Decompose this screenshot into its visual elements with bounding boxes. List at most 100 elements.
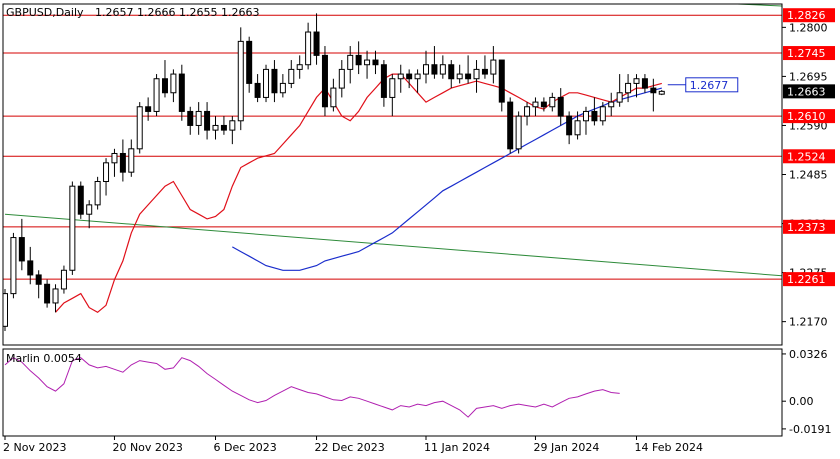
candle[interactable] — [86, 200, 93, 229]
oscillator-line — [4, 357, 620, 418]
candle-body-bear — [161, 78, 168, 94]
candle[interactable] — [18, 218, 25, 271]
candle[interactable] — [650, 78, 657, 112]
candle[interactable] — [52, 284, 59, 313]
candle[interactable] — [136, 102, 143, 154]
date-tick-label: 2 Nov 2023 — [3, 441, 66, 454]
candle[interactable] — [195, 102, 202, 135]
candle[interactable] — [355, 41, 362, 75]
candle[interactable] — [10, 232, 17, 299]
candle[interactable] — [103, 158, 110, 196]
candle[interactable] — [313, 13, 320, 65]
candle[interactable] — [170, 69, 177, 103]
candle[interactable] — [414, 69, 421, 93]
oscillator-pane[interactable] — [4, 357, 620, 418]
candle[interactable] — [372, 50, 379, 75]
candle-body-bear — [145, 106, 152, 112]
level-price-box — [783, 8, 835, 23]
candle[interactable] — [263, 64, 270, 103]
candle[interactable] — [431, 46, 438, 79]
candle[interactable] — [591, 97, 598, 126]
candle-body-bull — [212, 124, 219, 131]
osc-tick-label: 0.0326 — [789, 348, 828, 361]
candle[interactable] — [515, 111, 522, 154]
candle[interactable] — [456, 64, 463, 84]
candle[interactable] — [153, 74, 160, 117]
candle[interactable] — [532, 97, 539, 117]
candle[interactable] — [641, 74, 648, 93]
current-price-label: 1.2663 — [787, 85, 826, 98]
candle[interactable] — [507, 97, 514, 154]
candle[interactable] — [574, 111, 581, 140]
candle[interactable] — [524, 102, 531, 126]
candle[interactable] — [178, 64, 185, 121]
level-price-box — [783, 149, 835, 164]
candle[interactable] — [406, 69, 413, 89]
candle[interactable] — [305, 22, 312, 70]
candle-body-bull — [338, 68, 345, 89]
candle[interactable] — [128, 139, 135, 177]
candle[interactable] — [60, 265, 67, 294]
candle[interactable] — [397, 64, 404, 93]
level-price-label: 1.2524 — [787, 150, 826, 163]
candle[interactable] — [599, 102, 606, 126]
candle[interactable] — [220, 116, 227, 135]
candle[interactable] — [330, 78, 337, 112]
candle[interactable] — [498, 59, 505, 112]
candle[interactable] — [119, 139, 126, 182]
candle[interactable] — [44, 279, 51, 308]
candle[interactable] — [439, 55, 446, 79]
candle-body-bear — [254, 82, 261, 98]
candle[interactable] — [582, 106, 589, 135]
candle-body-bull — [397, 73, 404, 80]
candle[interactable] — [608, 92, 615, 117]
candle[interactable] — [77, 181, 84, 219]
candle[interactable] — [69, 181, 76, 275]
candle[interactable] — [27, 246, 34, 285]
candle[interactable] — [633, 74, 640, 98]
candle[interactable] — [389, 74, 396, 117]
candle[interactable] — [212, 116, 219, 140]
candle[interactable] — [229, 116, 236, 145]
candle[interactable] — [473, 60, 480, 93]
candle[interactable] — [338, 60, 345, 98]
candle[interactable] — [423, 50, 429, 84]
candle[interactable] — [237, 27, 244, 131]
candle[interactable] — [481, 55, 488, 79]
candle[interactable] — [3, 288, 8, 331]
candle[interactable] — [254, 74, 261, 103]
candle[interactable] — [658, 89, 665, 96]
candle[interactable] — [549, 92, 556, 112]
candle[interactable] — [145, 97, 152, 121]
candle[interactable] — [380, 60, 387, 107]
candle[interactable] — [625, 74, 632, 103]
level-price-box — [783, 219, 835, 234]
candle-body-bull — [490, 59, 497, 75]
candle[interactable] — [279, 74, 286, 98]
candle[interactable] — [296, 55, 303, 79]
candle[interactable] — [465, 55, 472, 84]
candle-body-bull — [111, 152, 118, 164]
candle[interactable] — [347, 46, 354, 84]
candle[interactable] — [288, 60, 295, 89]
candle[interactable] — [490, 46, 497, 84]
candle[interactable] — [566, 111, 573, 145]
candle[interactable] — [111, 148, 118, 177]
candle[interactable] — [35, 270, 42, 299]
main-pane[interactable] — [3, 0, 840, 331]
candle[interactable] — [364, 50, 371, 79]
candle[interactable] — [161, 60, 168, 98]
candle[interactable] — [204, 102, 211, 140]
candle[interactable] — [246, 36, 253, 93]
candle[interactable] — [448, 60, 455, 89]
candle[interactable] — [94, 176, 101, 210]
candle[interactable] — [557, 88, 564, 126]
candle[interactable] — [540, 97, 547, 112]
candle[interactable] — [187, 106, 194, 135]
candle-body-bear — [557, 96, 564, 117]
forecast-box — [685, 77, 739, 93]
candle[interactable] — [271, 60, 278, 103]
candle[interactable] — [321, 46, 328, 117]
candle[interactable] — [616, 74, 623, 107]
